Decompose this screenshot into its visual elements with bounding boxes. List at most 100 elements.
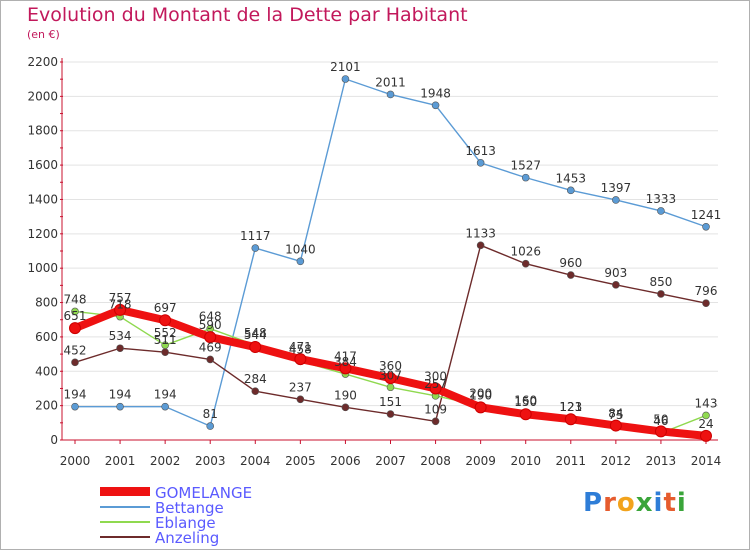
- data-point: [159, 314, 172, 327]
- series-gomelange: [69, 303, 712, 442]
- legend-label: Eblange: [155, 514, 216, 532]
- data-label: 2101: [330, 60, 361, 74]
- legend-item: Anzeling: [100, 529, 219, 547]
- x-tick-label: 2012: [601, 454, 632, 468]
- data-label: 123: [559, 400, 582, 414]
- data-point: [71, 307, 79, 316]
- data-label: 511: [154, 333, 177, 347]
- data-point: [702, 411, 710, 420]
- y-tick-label: 1600: [27, 158, 58, 172]
- data-point: [386, 410, 395, 418]
- data-point: [116, 402, 124, 411]
- x-tick-label: 2007: [375, 454, 406, 468]
- data-label: 24: [698, 417, 713, 431]
- data-label: 81: [203, 407, 218, 421]
- chart-subtitle: (en €): [27, 28, 60, 41]
- data-label: 121: [559, 400, 582, 414]
- data-label: 718: [109, 298, 132, 312]
- data-point: [294, 353, 307, 366]
- x-tick-label: 2013: [646, 454, 677, 468]
- data-point: [116, 344, 124, 353]
- data-point: [476, 241, 485, 250]
- x-tick-label: 2006: [330, 454, 361, 468]
- data-point: [341, 403, 350, 412]
- data-point: [161, 402, 169, 411]
- data-label: 300: [424, 369, 447, 383]
- data-point: [476, 159, 485, 167]
- series-bettange: [71, 75, 710, 430]
- data-point: [609, 419, 622, 432]
- data-label: 452: [64, 343, 87, 357]
- logo-letter: P: [583, 488, 604, 518]
- data-label: 194: [109, 388, 132, 402]
- data-point: [612, 281, 620, 289]
- data-label: 748: [64, 292, 87, 306]
- data-label: 360: [379, 359, 402, 373]
- data-point: [206, 355, 215, 364]
- data-label: 1613: [465, 144, 496, 158]
- logo-letter: t: [663, 488, 677, 518]
- y-tick-label: 1000: [27, 261, 58, 275]
- data-point: [71, 358, 79, 367]
- y-tick-label: 1400: [27, 192, 58, 206]
- data-label: 1527: [510, 159, 541, 173]
- data-point: [384, 372, 397, 385]
- data-point: [341, 75, 350, 83]
- data-point: [161, 348, 169, 357]
- data-label: 257: [424, 377, 447, 391]
- data-point: [474, 401, 487, 414]
- data-label: 471: [289, 340, 312, 354]
- data-point: [657, 290, 665, 298]
- data-label: 284: [244, 372, 267, 386]
- data-label: 50: [653, 412, 668, 426]
- data-label: 151: [379, 395, 402, 409]
- data-label: 796: [695, 284, 718, 298]
- data-point: [657, 207, 665, 215]
- data-point: [71, 402, 79, 411]
- logo-letter: x: [635, 488, 654, 518]
- y-tick-label: 400: [35, 364, 58, 378]
- x-tick-label: 2003: [195, 454, 226, 468]
- x-tick-label: 2011: [556, 454, 587, 468]
- data-label: 960: [559, 256, 582, 270]
- data-point: [702, 299, 710, 308]
- data-label: 590: [199, 318, 222, 332]
- data-label: 190: [334, 388, 357, 402]
- data-point: [296, 257, 305, 266]
- x-tick-label: 2000: [60, 454, 91, 468]
- y-tick-label: 600: [35, 330, 58, 344]
- data-label: 200: [469, 387, 492, 401]
- data-label: 109: [424, 402, 447, 416]
- y-tick-label: 2200: [27, 55, 58, 69]
- x-tick-label: 2010: [510, 454, 541, 468]
- data-label: 150: [514, 395, 537, 409]
- data-point: [206, 422, 215, 430]
- data-point: [69, 322, 81, 335]
- logo-letter: r: [603, 488, 617, 518]
- legend-label: GOMELANGE: [155, 484, 252, 502]
- data-point: [566, 186, 575, 195]
- data-label: 417: [334, 349, 357, 363]
- data-point: [161, 341, 169, 349]
- data-label: 1397: [601, 181, 632, 195]
- legend-label: Bettange: [155, 499, 224, 517]
- y-tick-label: 800: [35, 296, 58, 310]
- data-label: 757: [109, 291, 132, 305]
- data-label: 237: [289, 380, 312, 394]
- data-point: [386, 383, 395, 392]
- data-label: 697: [154, 301, 177, 315]
- data-label: 651: [64, 309, 87, 323]
- y-tick-label: 2000: [27, 89, 58, 103]
- proxiti-logo: Proxiti: [583, 488, 687, 518]
- data-label: 1241: [691, 208, 722, 222]
- data-label: 534: [109, 329, 132, 343]
- series-anzeling: [71, 241, 710, 426]
- data-label: 552: [154, 326, 177, 340]
- legend-label: Anzeling: [155, 529, 219, 547]
- data-label: 458: [289, 342, 312, 356]
- legend-swatch: [100, 487, 150, 496]
- y-tick-label: 1200: [27, 227, 58, 241]
- data-label: 384: [334, 355, 357, 369]
